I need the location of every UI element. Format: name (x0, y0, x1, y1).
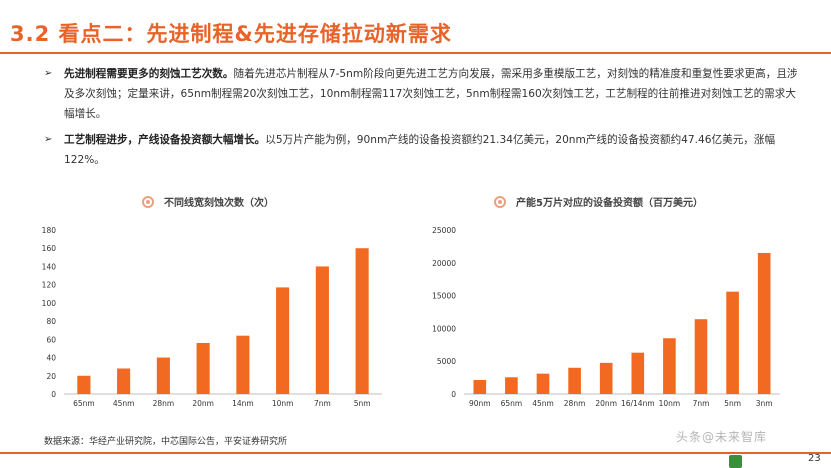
bar-16/14nm (631, 352, 645, 394)
bar-7nm (694, 319, 708, 394)
x-tick-label: 10nm (659, 399, 681, 408)
x-tick-label: 45nm (113, 399, 135, 408)
y-tick-label: 20 (46, 372, 56, 381)
chart-2-title-text: 产能5万片对应的设备投资额（百万美元） (516, 198, 703, 209)
bar-45nm (536, 373, 550, 394)
x-tick-label: 7nm (693, 399, 710, 408)
y-tick-label: 60 (46, 335, 56, 344)
bullet-heading: 先进制程需要更多的刻蚀工艺次数。 (64, 68, 234, 80)
x-tick-label: 65nm (73, 399, 95, 408)
x-tick-label: 3nm (756, 399, 773, 408)
brand-mark-icon (729, 455, 742, 468)
y-tick-label: 180 (42, 226, 57, 235)
x-tick-label: 14nm (232, 399, 254, 408)
chart-1-title-text: 不同线宽刻蚀次数（次） (164, 198, 274, 209)
page-title: 3.2 看点二：先进制程&先进存储拉动新需求 (10, 22, 452, 46)
bar-10nm (663, 338, 676, 394)
x-tick-label: 90nm (469, 399, 491, 408)
y-tick-label: 5000 (437, 357, 456, 366)
investment-chart: 0 5000 10000 15000 20000 25000 90nm 65nm 45nm 28n… (432, 226, 780, 408)
y-tick-label: 40 (46, 354, 56, 363)
y-tick-label: 160 (42, 244, 57, 253)
bar-5nm (726, 291, 739, 394)
y-tick-label: 100 (42, 299, 57, 308)
bullet-arrow-icon: ➢ (44, 68, 53, 79)
x-tick-label: 16/14nm (621, 399, 655, 408)
x-tick-label: 28nm (153, 399, 175, 408)
y-tick-label: 120 (42, 281, 57, 290)
bullet-arrow-icon: ➢ (44, 134, 53, 145)
etch-steps-chart: 0 20 40 60 80 100 120 140 160 180 65nm 45nm 28nm 20nm… (42, 226, 382, 408)
bullet-item-investment: ➢ 工艺制程进步，产线设备投资额大幅增长。以5万片产能为例，90nm产线的设备投… (44, 130, 804, 170)
x-tick-label: 28nm (564, 399, 586, 408)
bar-7nm (315, 266, 329, 394)
bullet-item-etch-steps: ➢ 先进制程需要更多的刻蚀工艺次数。随着先进芯片制程从7-5nm阶段向更先进工艺… (44, 64, 804, 124)
footer-divider (0, 452, 831, 454)
x-tick-label: 7nm (314, 399, 331, 408)
bar-28nm (568, 367, 581, 394)
bar-14nm (236, 335, 250, 394)
bullet-body: 随着先进芯片制程从7-5nm阶段向更先进工艺方向发展，需采用多重模版工艺，对刻蚀… (64, 68, 798, 120)
bar-90nm (473, 380, 487, 394)
title-divider (0, 52, 831, 54)
data-source: 数据来源：华经产业研究院，中芯国际公告，平安证券研究所 (44, 437, 288, 447)
bar-65nm (505, 377, 518, 394)
watermark: 头条@未来智库 (676, 430, 768, 444)
bar-28nm (156, 357, 170, 394)
chart-2-title: 产能5万片对应的设备投资额（百万美元） (494, 194, 703, 209)
bar-65nm (77, 375, 91, 394)
y-tick-label: 15000 (432, 292, 456, 301)
bar-20nm (599, 362, 613, 394)
y-tick-label: 80 (46, 317, 56, 326)
x-tick-label: 45nm (532, 399, 554, 408)
page-number: 23 (808, 453, 821, 464)
bar-5nm (355, 248, 369, 394)
bar-45nm (117, 368, 131, 394)
y-tick-label: 25000 (432, 226, 456, 235)
y-tick-label: 10000 (432, 324, 456, 333)
x-tick-label: 20nm (192, 399, 214, 408)
target-icon (142, 195, 154, 208)
x-tick-label: 20nm (595, 399, 617, 408)
target-icon (494, 195, 506, 208)
y-tick-label: 0 (51, 390, 56, 399)
bar-3nm (757, 252, 771, 394)
bullet-list: ➢ 先进制程需要更多的刻蚀工艺次数。随着先进芯片制程从7-5nm阶段向更先进工艺… (44, 64, 804, 176)
bullet-heading: 工艺制程进步，产线设备投资额大幅增长。 (64, 134, 266, 146)
bar-20nm (196, 342, 210, 394)
bar-10nm (276, 287, 290, 394)
x-tick-label: 5nm (354, 399, 371, 408)
y-tick-label: 20000 (432, 259, 456, 268)
y-tick-label: 140 (42, 262, 57, 271)
chart-1-title: 不同线宽刻蚀次数（次） (142, 194, 274, 209)
x-tick-label: 5nm (724, 399, 741, 408)
y-tick-label: 0 (451, 390, 456, 399)
bullet-body: 以5万片产能为例，90nm产线的设备投资额约21.34亿美元，20nm产线的设备… (64, 134, 776, 166)
x-tick-label: 65nm (501, 399, 523, 408)
x-tick-label: 10nm (272, 399, 294, 408)
